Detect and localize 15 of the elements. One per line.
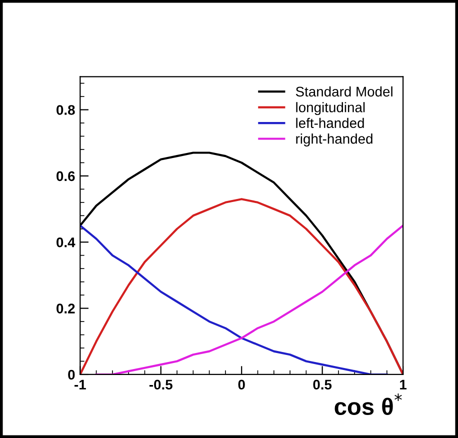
legend-label: Standard Model <box>296 86 392 97</box>
x-tick-label: -1 <box>74 380 86 390</box>
x-tick-label: 0.5 <box>313 380 332 390</box>
legend-label: longitudinal <box>296 102 365 116</box>
y-tick-label: 0.4 <box>56 237 76 248</box>
x-tick-label: -0.5 <box>149 380 172 390</box>
legend-label: right-handed <box>296 134 372 146</box>
y-tick-label: 0 <box>68 370 75 380</box>
x-axis-title: cos θ$^{*}$ <box>334 393 402 416</box>
x-tick-label: 1 <box>400 380 407 390</box>
x-tick-label: 0 <box>238 380 245 390</box>
y-tick-label: 0.2 <box>56 304 75 314</box>
y-tick-label: 0.6 <box>56 171 75 182</box>
legend-label: left-handed <box>296 118 364 128</box>
y-tick-label: 0.8 <box>56 105 75 115</box>
